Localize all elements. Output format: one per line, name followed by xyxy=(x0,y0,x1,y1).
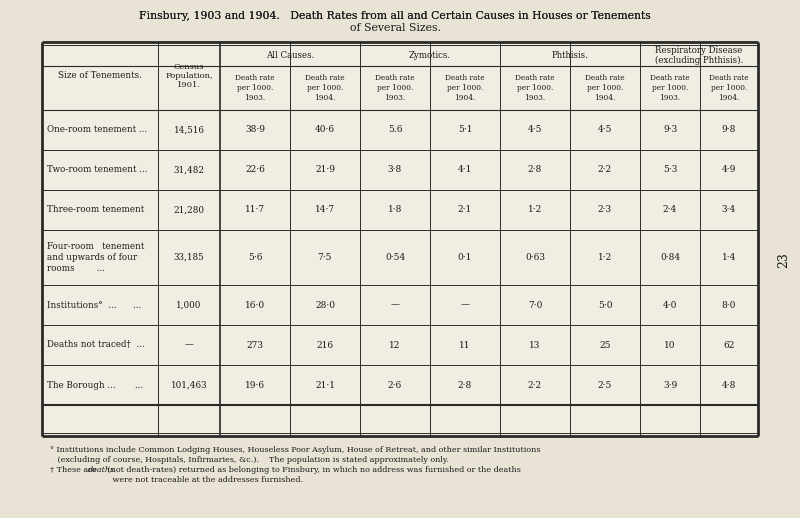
Text: Three-room tenement: Three-room tenement xyxy=(47,206,144,214)
Text: 21,280: 21,280 xyxy=(174,206,205,214)
Text: 13: 13 xyxy=(530,340,541,350)
Text: 22·6: 22·6 xyxy=(245,165,265,175)
Text: Death rate
per 1000.
1904.: Death rate per 1000. 1904. xyxy=(585,74,625,102)
Text: 4·5: 4·5 xyxy=(598,125,612,135)
Text: 4·1: 4·1 xyxy=(458,165,472,175)
Text: Zymotics.: Zymotics. xyxy=(409,51,451,60)
Text: 5·6: 5·6 xyxy=(248,253,262,262)
Text: 19·6: 19·6 xyxy=(245,381,265,390)
Text: 38·9: 38·9 xyxy=(245,125,265,135)
Text: 28·0: 28·0 xyxy=(315,300,335,309)
Text: 2·8: 2·8 xyxy=(528,165,542,175)
Text: 5·3: 5·3 xyxy=(663,165,677,175)
Text: Death rate
per 1000.
1903.: Death rate per 1000. 1903. xyxy=(515,74,555,102)
Text: 2·8: 2·8 xyxy=(458,381,472,390)
Text: deaths: deaths xyxy=(88,466,115,474)
Text: 0·1: 0·1 xyxy=(458,253,472,262)
Text: 3·9: 3·9 xyxy=(663,381,677,390)
Text: 11: 11 xyxy=(459,340,470,350)
Text: 10: 10 xyxy=(664,340,676,350)
Text: 14,516: 14,516 xyxy=(174,125,205,135)
Text: 31,482: 31,482 xyxy=(174,165,205,175)
Text: 1·2: 1·2 xyxy=(598,253,612,262)
Text: 25: 25 xyxy=(599,340,610,350)
Text: Death rate
per 1000.
1904.: Death rate per 1000. 1904. xyxy=(445,74,485,102)
Text: 4·8: 4·8 xyxy=(722,381,736,390)
Text: Four-room   tenement
and upwards of four
rooms        ...: Four-room tenement and upwards of four r… xyxy=(47,242,144,273)
Text: 2·4: 2·4 xyxy=(663,206,677,214)
Text: 11·7: 11·7 xyxy=(245,206,265,214)
Text: 5·1: 5·1 xyxy=(458,125,472,135)
Text: 0·84: 0·84 xyxy=(660,253,680,262)
Text: 23: 23 xyxy=(778,252,790,268)
Text: One-room tenement ...: One-room tenement ... xyxy=(47,125,147,135)
Text: 101,463: 101,463 xyxy=(170,381,207,390)
Text: 8·0: 8·0 xyxy=(722,300,736,309)
Text: Deaths not traced†  ...: Deaths not traced† ... xyxy=(47,340,145,350)
Text: 3·8: 3·8 xyxy=(388,165,402,175)
Text: 9·8: 9·8 xyxy=(722,125,736,135)
Text: 33,185: 33,185 xyxy=(174,253,204,262)
Text: 273: 273 xyxy=(246,340,263,350)
Text: † These are: † These are xyxy=(50,466,99,474)
Text: —: — xyxy=(461,300,470,309)
Text: 2·6: 2·6 xyxy=(388,381,402,390)
Text: 3·4: 3·4 xyxy=(722,206,736,214)
Text: 40·6: 40·6 xyxy=(315,125,335,135)
Text: 9·3: 9·3 xyxy=(663,125,677,135)
Text: 21·9: 21·9 xyxy=(315,165,335,175)
Text: 1·8: 1·8 xyxy=(388,206,402,214)
Text: ° Institutions include Common Lodging Houses, Houseless Poor Asylum, House of Re: ° Institutions include Common Lodging Ho… xyxy=(50,446,541,465)
Text: Death rate
per 1000.
1904.: Death rate per 1000. 1904. xyxy=(709,74,749,102)
Text: 0·63: 0·63 xyxy=(525,253,545,262)
Text: 14·7: 14·7 xyxy=(315,206,335,214)
Text: 21·1: 21·1 xyxy=(315,381,335,390)
Text: 62: 62 xyxy=(723,340,734,350)
Text: All Causes.: All Causes. xyxy=(266,51,314,60)
Text: 1·4: 1·4 xyxy=(722,253,736,262)
Text: —: — xyxy=(185,340,194,350)
Bar xyxy=(42,42,758,436)
Text: Death rate
per 1000.
1903.: Death rate per 1000. 1903. xyxy=(650,74,690,102)
Text: 1·2: 1·2 xyxy=(528,206,542,214)
Text: —: — xyxy=(390,300,399,309)
Text: 4·5: 4·5 xyxy=(528,125,542,135)
Text: Institutions°  ...      ...: Institutions° ... ... xyxy=(47,300,142,309)
Text: Finsbury, 1903 and 1904.   Death Rates from all and Certain Causes in Houses or : Finsbury, 1903 and 1904. Death Rates fro… xyxy=(139,11,651,21)
Text: 2·2: 2·2 xyxy=(598,165,612,175)
Text: 216: 216 xyxy=(317,340,334,350)
Text: Finsbury, 1903 and 1904.   Death Rates from all and Certain Causes in Houses or : Finsbury, 1903 and 1904. Death Rates fro… xyxy=(139,11,651,21)
Text: (not death-rates) returned as belonging to Finsbury, in which no address was fur: (not death-rates) returned as belonging … xyxy=(105,466,521,484)
Text: 7·5: 7·5 xyxy=(318,253,332,262)
Text: 0·54: 0·54 xyxy=(385,253,405,262)
Text: 5.6: 5.6 xyxy=(388,125,402,135)
Text: 2·3: 2·3 xyxy=(598,206,612,214)
Text: 12: 12 xyxy=(390,340,401,350)
Text: Size of Tenements.: Size of Tenements. xyxy=(58,71,142,80)
Text: 2·5: 2·5 xyxy=(598,381,612,390)
Text: of Several Sizes.: of Several Sizes. xyxy=(350,23,441,33)
Text: Phthisis.: Phthisis. xyxy=(551,51,589,60)
Text: 4·0: 4·0 xyxy=(663,300,677,309)
Text: 2·1: 2·1 xyxy=(458,206,472,214)
Text: Death rate
per 1000.
1903.: Death rate per 1000. 1903. xyxy=(375,74,415,102)
Text: Death rate
per 1000.
1904.: Death rate per 1000. 1904. xyxy=(305,74,345,102)
Text: 5·0: 5·0 xyxy=(598,300,612,309)
Text: 7·0: 7·0 xyxy=(528,300,542,309)
Text: Two-room tenement ...: Two-room tenement ... xyxy=(47,165,147,175)
Text: Respiratory Disease
(excluding Phthisis).: Respiratory Disease (excluding Phthisis)… xyxy=(655,46,743,65)
Text: Death rate
per 1000.
1903.: Death rate per 1000. 1903. xyxy=(235,74,275,102)
Text: 16·0: 16·0 xyxy=(245,300,265,309)
Text: 2·2: 2·2 xyxy=(528,381,542,390)
Text: 4·9: 4·9 xyxy=(722,165,736,175)
Text: The Borough ...       ...: The Borough ... ... xyxy=(47,381,143,390)
Text: Census
Population,
1901.: Census Population, 1901. xyxy=(165,63,213,89)
Text: 1,000: 1,000 xyxy=(176,300,202,309)
